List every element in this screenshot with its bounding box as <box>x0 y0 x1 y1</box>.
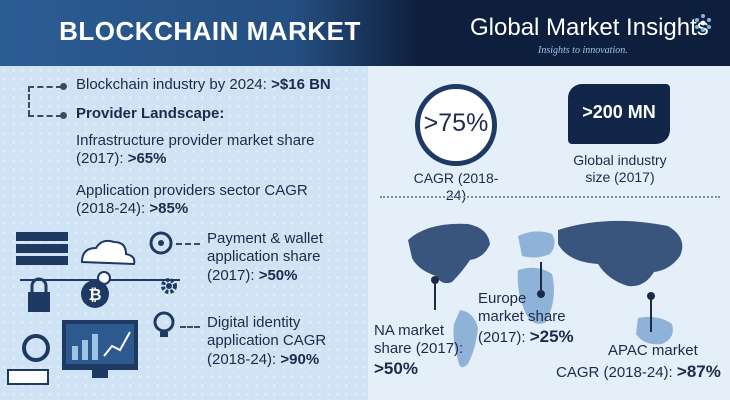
europe-line2: market share <box>478 308 566 326</box>
payment-share-stat: Payment & wallet application share (2017… <box>207 230 323 285</box>
payment-line2: application share <box>207 248 321 266</box>
infra-line1: Infrastructure provider market share <box>76 132 315 149</box>
bitcoin-icon: ₿ <box>81 280 109 308</box>
na-line2: share (2017): <box>374 340 464 358</box>
technology-illustration: ₿ <box>7 232 180 385</box>
europe-line3: (2017): <box>478 328 526 346</box>
connector-line <box>28 86 30 116</box>
size-label: Global industry size (2017) <box>560 152 680 186</box>
identity-cagr-stat: Digital identity application CAGR (2018-… <box>207 314 326 369</box>
connector-line <box>28 86 62 88</box>
target-icon <box>149 231 173 255</box>
size-label-line2: size (2017) <box>585 169 655 186</box>
brand-dots-icon <box>695 14 711 32</box>
infra-line2: (2017): <box>76 150 124 168</box>
payment-line1: Payment & wallet <box>207 230 323 247</box>
apac-pin <box>650 296 652 332</box>
cagr-value: >75% <box>423 109 489 137</box>
cagr-label: CAGR (2018-24) <box>413 170 499 204</box>
connector-line <box>180 326 200 328</box>
europe-share-stat: Europe market share (2017): >25% <box>478 290 574 347</box>
identity-line2: application CAGR <box>207 332 327 350</box>
app-line2: (2018-24): <box>76 200 146 218</box>
world-map-icon <box>408 220 683 368</box>
cloud-icon <box>80 239 136 266</box>
title-banner <box>0 0 420 66</box>
brand-logo: Global Market Insights Insights to innov… <box>470 14 730 64</box>
apac-value: >87% <box>676 362 721 381</box>
svg-text:₿: ₿ <box>88 286 101 304</box>
payment-line3: (2017): <box>207 266 255 284</box>
identity-line1: Digital identity <box>207 314 301 331</box>
monitor-chart-icon <box>62 320 138 378</box>
europe-pin <box>540 262 542 290</box>
industry-label: Blockchain industry by 2024: <box>76 76 267 93</box>
app-line1: Application providers sector CAGR <box>76 182 308 199</box>
page-title: BLOCKCHAIN MARKET <box>59 16 361 46</box>
app-value: >85% <box>149 200 189 218</box>
header-bar: BLOCKCHAIN MARKET Global Market Insights… <box>0 0 730 66</box>
section-divider <box>380 196 720 198</box>
apac-line2: CAGR (2018-24): <box>556 364 673 381</box>
app-cagr-stat: Application providers sector CAGR (2018-… <box>76 182 308 219</box>
industry-value: >$16 BN <box>271 76 331 93</box>
industry-size-box: >200 MN <box>568 84 670 144</box>
apac-label: APAC market <box>608 342 698 359</box>
connector-line <box>176 243 200 245</box>
na-share-stat: NA market share (2017): >50% <box>374 322 463 379</box>
bullet-dot <box>60 112 67 119</box>
brand-tagline: Insights to innovation. <box>538 45 628 56</box>
cagr-ring: >75% <box>415 84 497 166</box>
payment-value: >50% <box>258 266 298 284</box>
lightbulb-icon <box>153 311 175 337</box>
apac-cagr-stat: CAGR (2018-24): >87% <box>556 362 721 383</box>
gear-icon <box>161 278 177 294</box>
na-pin-dot <box>431 276 439 284</box>
industry-stat: Blockchain industry by 2024: >$16 BN <box>76 76 331 94</box>
infra-share-stat: Infrastructure provider market share (20… <box>76 132 314 169</box>
na-value: >50% <box>374 358 418 378</box>
bullet-dot <box>60 83 67 90</box>
connector-line <box>28 115 62 117</box>
europe-pin-dot <box>537 290 545 298</box>
identity-line3: (2018-24): <box>207 350 277 368</box>
infra-value: >65% <box>127 150 167 168</box>
apac-pin-dot <box>647 292 655 300</box>
padlock-icon <box>28 277 50 312</box>
server-stack-icon <box>16 232 68 265</box>
size-value: >200 MN <box>582 102 656 122</box>
europe-value: >25% <box>529 326 574 346</box>
brand-name: Global Market Insights <box>470 14 709 41</box>
keyboard-icon <box>7 369 49 385</box>
europe-line1: Europe <box>478 290 527 307</box>
identity-value: >90% <box>280 350 320 368</box>
size-label-line1: Global industry <box>573 152 667 168</box>
na-line1: NA market <box>374 322 445 339</box>
landscape-heading: Provider Landscape: <box>76 105 225 122</box>
na-pin <box>434 280 436 310</box>
